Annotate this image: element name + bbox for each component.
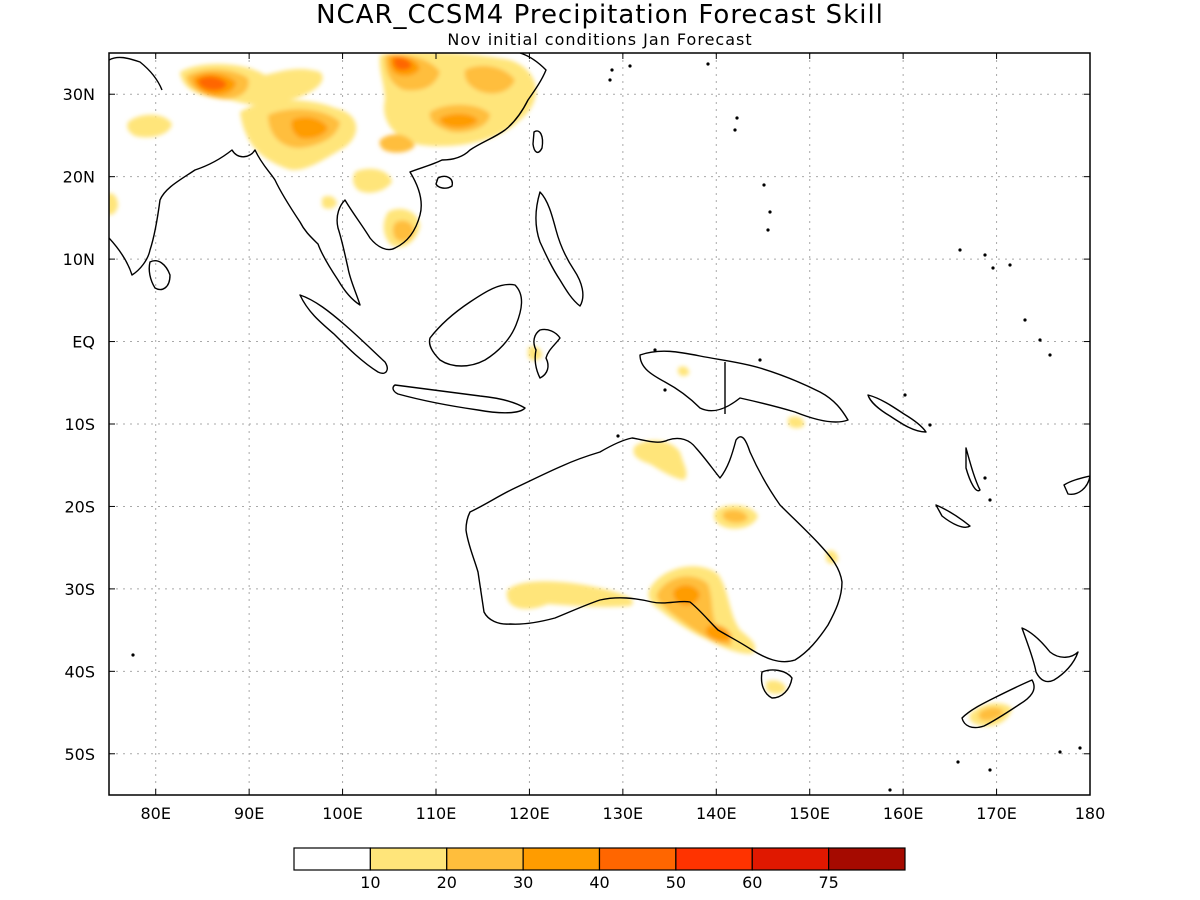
coastline-vanuatu [965,447,981,492]
scattered-islands [131,62,1082,792]
colorbar-label: 20 [437,873,457,892]
lat-tick-label: 30S [64,580,95,599]
island-dot [928,423,932,427]
colorbar-label: 50 [666,873,686,892]
coastline-hainan [435,175,453,189]
axis-ticks [109,53,1091,795]
colorbar-label: 75 [818,873,838,892]
island-dot [733,128,737,132]
lon-tick-label: 180 [1075,804,1106,823]
coastline-sri-lanka [148,260,171,291]
lon-tick-label: 90E [234,804,264,823]
lon-tick-label: 170E [976,804,1017,823]
coastline-asia-mainland [109,53,547,306]
island-dot [958,248,962,252]
colorbar-swatch [293,847,371,871]
colorbar-label: 30 [513,873,533,892]
island-dot [735,116,739,120]
island-dot [988,498,992,502]
island-dot [766,228,770,232]
colorbar-label: 10 [360,873,380,892]
coastline-sumatra [299,294,388,374]
coastline-solomon [867,394,927,433]
lon-tick-label: 110E [416,804,457,823]
latitude-tick-labels: 30N 20N 10N EQ 10S 20S 30S 40S 50S [63,85,95,764]
colorbar-swatch [828,847,906,871]
island-dot [903,393,907,397]
coastline-taiwan [532,130,544,154]
coastline-tasmania [760,669,793,699]
skill-shading [109,53,1012,727]
island-dot [653,348,657,352]
coastline-nz-north [1021,627,1079,683]
island-dot [991,266,995,270]
island-dot [1038,338,1042,342]
island-dot [706,62,710,66]
coastlines [109,53,1090,729]
island-dot [610,68,614,72]
coastline-philippines [535,191,584,307]
colorbar-swatch [446,847,524,871]
island-dot [1048,353,1052,357]
island-dot [131,653,135,657]
coastline-australia [465,436,843,663]
coastline-nz-south [961,679,1035,729]
skill-region-indochina-north [240,100,357,170]
island-dot [1078,746,1082,750]
island-dot [1023,318,1027,322]
colorbar-label: 40 [589,873,609,892]
lat-tick-label: EQ [72,333,95,352]
lat-tick-label: 20S [64,497,95,516]
skill-region-vietnam [109,168,420,248]
island-dot [983,253,987,257]
lon-tick-label: 80E [140,804,170,823]
island-dot [988,768,992,772]
lon-tick-label: 120E [509,804,550,823]
lat-tick-label: 50S [64,745,95,764]
island-dot [1008,263,1012,267]
lat-tick-label: 20N [63,168,95,187]
colorbar-swatch [675,847,753,871]
skill-region-east-china [379,53,536,153]
island-dot [758,358,762,362]
island-dot [888,788,892,792]
island-dot [663,388,667,392]
colorbar-label: 60 [742,873,762,892]
island-dot [1058,750,1062,754]
skill-region-new-zealand [969,703,1012,727]
longitude-tick-labels: 80E 90E 100E 110E 120E 130E 140E 150E 160E 170E 18… [140,804,1105,823]
lat-tick-label: 10N [63,250,95,269]
island-dot [983,476,987,480]
colorbar-swatch [369,847,448,871]
skill-region-australia [506,440,838,694]
lon-tick-label: 100E [322,804,363,823]
coastline-new-guinea [639,350,849,423]
lat-tick-label: 30N [63,85,95,104]
skill-region-tibet [127,64,323,138]
lat-tick-label: 40S [64,662,95,681]
lon-tick-label: 130E [603,804,644,823]
colorbar-swatch [522,847,601,871]
coastline-borneo [428,283,523,367]
island-dot [768,210,772,214]
island-dot [762,183,766,187]
coastline-sulawesi [533,328,561,379]
coastline-java [392,384,526,414]
island-dot [628,64,632,68]
island-dot [608,78,612,82]
colorbar-swatch [598,847,677,871]
lon-tick-label: 140E [696,804,737,823]
lon-tick-label: 150E [789,804,830,823]
lon-tick-label: 160E [883,804,924,823]
lat-tick-label: 10S [64,415,95,434]
colorbar-swatch [751,847,830,871]
map-subtitle: Nov initial conditions Jan Forecast [447,30,752,49]
coastline-new-caledonia [935,504,971,528]
island-dot [956,760,960,764]
map-title: NCAR_CCSM4 Precipitation Forecast Skill [316,0,884,30]
island-dot [616,434,620,438]
colorbar: 10 20 30 40 50 60 75 [293,847,906,892]
